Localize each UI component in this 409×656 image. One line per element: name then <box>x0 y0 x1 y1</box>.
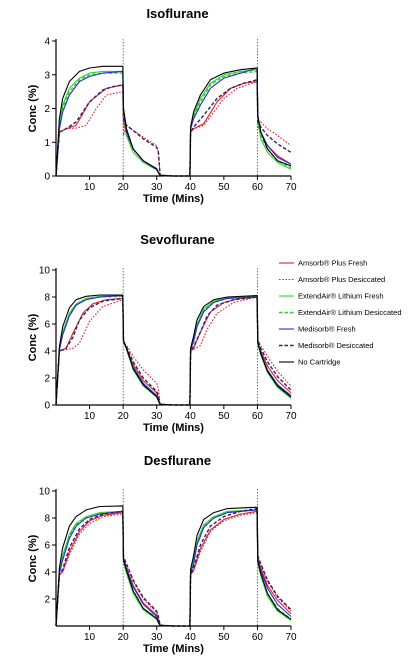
series-line <box>55 510 292 627</box>
y-axis-label: Conc (%) <box>27 84 39 132</box>
legend-label: Amsorb® Plus Fresh <box>298 259 367 268</box>
y-tick-label: 3 <box>44 70 50 81</box>
legend-label: Medisorb® Desiccated <box>298 341 374 350</box>
legend-label: Amsorb® Plus Desiccated <box>298 275 385 284</box>
series-line <box>55 509 292 627</box>
legend-label: ExtendAir® Lithium Fresh <box>298 292 384 301</box>
series-line <box>55 512 292 627</box>
x-tick-label: 20 <box>118 182 130 193</box>
series-line <box>55 507 292 627</box>
x-tick-label: 10 <box>84 411 96 422</box>
x-tick-label: 50 <box>218 182 230 193</box>
legend-label: ExtendAir® Lithium Desiccated <box>298 308 402 317</box>
series-line <box>55 80 292 177</box>
x-tick-label: 30 <box>151 182 163 193</box>
series-line <box>55 295 292 406</box>
x-tick-label: 30 <box>151 632 163 643</box>
series-line <box>55 295 292 406</box>
y-axis-label: Conc (%) <box>27 534 39 582</box>
y-tick-label: 4 <box>44 37 50 48</box>
series-line <box>55 509 292 627</box>
chart-title: Desflurane <box>144 453 211 468</box>
x-axis-label: Time (Mins) <box>143 422 204 434</box>
series-line <box>55 79 292 177</box>
chart-title: Sevoflurane <box>140 232 214 247</box>
y-tick-label: 4 <box>44 568 50 579</box>
y-tick-label: 2 <box>44 374 50 385</box>
series-line <box>55 294 292 406</box>
x-axis-label: Time (Mins) <box>143 643 204 655</box>
chart-panel-2: Sevoflurane 0 2 4 6 8 10 10 20 30 40 50 60 70 Time (Mi… <box>27 232 297 434</box>
y-tick-label: 1 <box>44 138 50 149</box>
legend: Amsorb® Plus Fresh Amsorb® Plus Desiccate… <box>279 259 402 367</box>
x-tick-label: 50 <box>218 411 230 422</box>
x-tick-label: 60 <box>252 411 264 422</box>
series-line <box>55 69 292 177</box>
x-tick-label: 40 <box>185 182 197 193</box>
x-tick-label: 60 <box>252 632 264 643</box>
x-tick-label: 40 <box>185 411 197 422</box>
y-tick-label: 8 <box>44 514 50 525</box>
y-tick-label: 8 <box>44 293 50 304</box>
x-tick-label: 20 <box>118 411 130 422</box>
series-line <box>55 296 292 406</box>
series-line <box>55 70 292 177</box>
series-line <box>55 67 292 177</box>
series-line <box>55 80 292 177</box>
series-line <box>55 65 292 177</box>
series-line <box>55 296 292 406</box>
y-tick-label: 2 <box>44 595 50 606</box>
x-tick-label: 70 <box>285 632 297 643</box>
y-tick-label: 4 <box>44 347 50 358</box>
x-tick-label: 60 <box>252 182 264 193</box>
legend-label: Medisorb® Fresh <box>298 325 356 334</box>
x-tick-label: 10 <box>84 182 96 193</box>
x-tick-label: 70 <box>285 411 297 422</box>
x-tick-label: 20 <box>118 632 130 643</box>
chart-panel-1: Isoflurane 0 1 2 3 4 10 20 30 40 50 60 70 Time (Mins)… <box>27 6 297 205</box>
y-axis-label: Conc (%) <box>27 313 39 361</box>
series-line <box>55 509 292 627</box>
series-line <box>55 295 292 406</box>
x-tick-label: 40 <box>185 632 197 643</box>
chart-panel-3: Desflurane 2 4 6 8 10 10 20 30 40 50 60 70 Time (Mins… <box>27 453 297 655</box>
y-tick-label: 6 <box>44 320 50 331</box>
series-line <box>55 296 292 406</box>
x-tick-label: 10 <box>84 632 96 643</box>
x-tick-label: 30 <box>151 411 163 422</box>
legend-label: No Cartridge <box>298 358 341 367</box>
x-axis-label: Time (Mins) <box>143 193 204 205</box>
series-line <box>55 505 292 627</box>
chart-title: Isoflurane <box>146 6 208 21</box>
x-tick-label: 50 <box>218 632 230 643</box>
y-tick-label: 10 <box>39 487 51 498</box>
y-tick-label: 2 <box>44 104 50 115</box>
y-tick-label: 0 <box>44 401 50 412</box>
y-tick-label: 10 <box>39 266 51 277</box>
x-tick-label: 70 <box>285 182 297 193</box>
y-tick-label: 0 <box>44 172 50 183</box>
y-tick-label: 6 <box>44 541 50 552</box>
